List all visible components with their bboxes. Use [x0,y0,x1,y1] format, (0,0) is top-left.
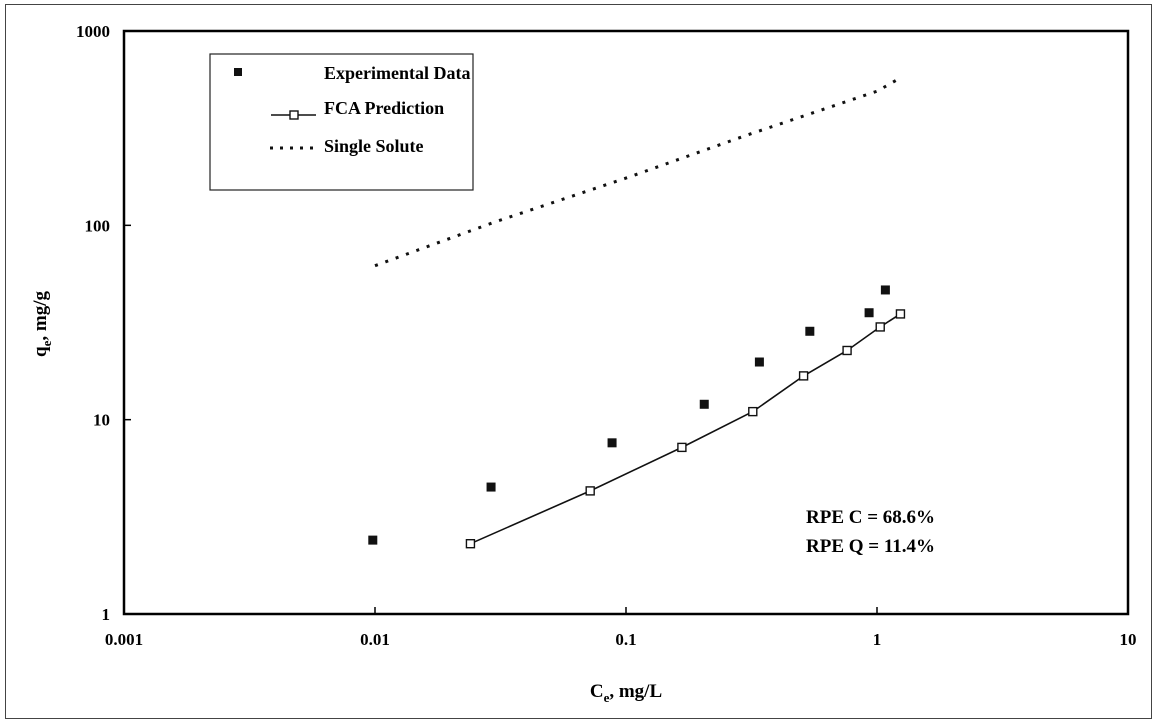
annotation-rpe-c: RPE C = 68.6% [806,507,935,528]
y-axis-title-rest: , mg/g [30,291,51,341]
axis-ticks [123,30,1129,615]
fca-prediction-point [585,486,595,496]
legend-marker-fca [289,110,299,120]
y-axis-title-main: q [30,346,51,357]
legend-label-single: Single Solute [324,136,424,156]
experimental-data-point [805,326,815,336]
legend: Experimental Data FCA Prediction Single … [209,53,474,191]
y-tick-label: 100 [85,216,111,235]
y-axis-title-sub: e [39,340,54,346]
fca-prediction-point [465,539,476,549]
y-tick-label: 1 [102,605,111,624]
experimental-data-point [754,357,764,367]
x-tick-label: 0.1 [615,630,636,649]
x-axis-title-sub: e [604,690,610,705]
fca-prediction-point [677,442,687,453]
figure-frame [5,4,1152,719]
x-tick-label: 1 [873,630,882,649]
fca-prediction-point [748,406,758,417]
legend-label-experimental: Experimental Data [324,63,470,83]
experimental-data-point [486,482,496,492]
y-tick-labels: 1 10 100 1000 [76,22,110,624]
x-tick-label: 0.01 [360,630,390,649]
legend-label-fca: FCA Prediction [324,98,444,118]
legend-box [209,53,474,191]
fca-prediction-point [842,345,852,356]
fca-prediction-point [895,309,906,319]
x-tick-label: 0.001 [105,630,143,649]
series-line-fca-prediction [470,313,901,545]
series-layer [368,78,906,549]
y-tick-label: 1000 [76,22,110,41]
experimental-data-point [880,285,890,295]
x-tick-labels: 0.001 0.01 0.1 1 10 [105,630,1137,649]
fca-prediction-point [798,371,809,381]
y-axis-title: qe, mg/g [30,291,54,357]
x-axis-title-rest: , mg/L [609,681,662,702]
fca-prediction-point [875,322,885,332]
x-axis-title-main: C [590,681,604,702]
experimental-data-point [368,535,378,545]
x-tick-label: 10 [1120,630,1137,649]
experimental-data-point [607,438,617,448]
annotation-rpe-q: RPE Q = 11.4% [806,536,935,557]
experimental-data-point [699,399,709,409]
experimental-data-point [864,308,874,318]
x-axis-title: Ce, mg/L [590,681,662,705]
legend-marker-experimental [234,68,242,76]
y-tick-label: 10 [93,411,110,430]
